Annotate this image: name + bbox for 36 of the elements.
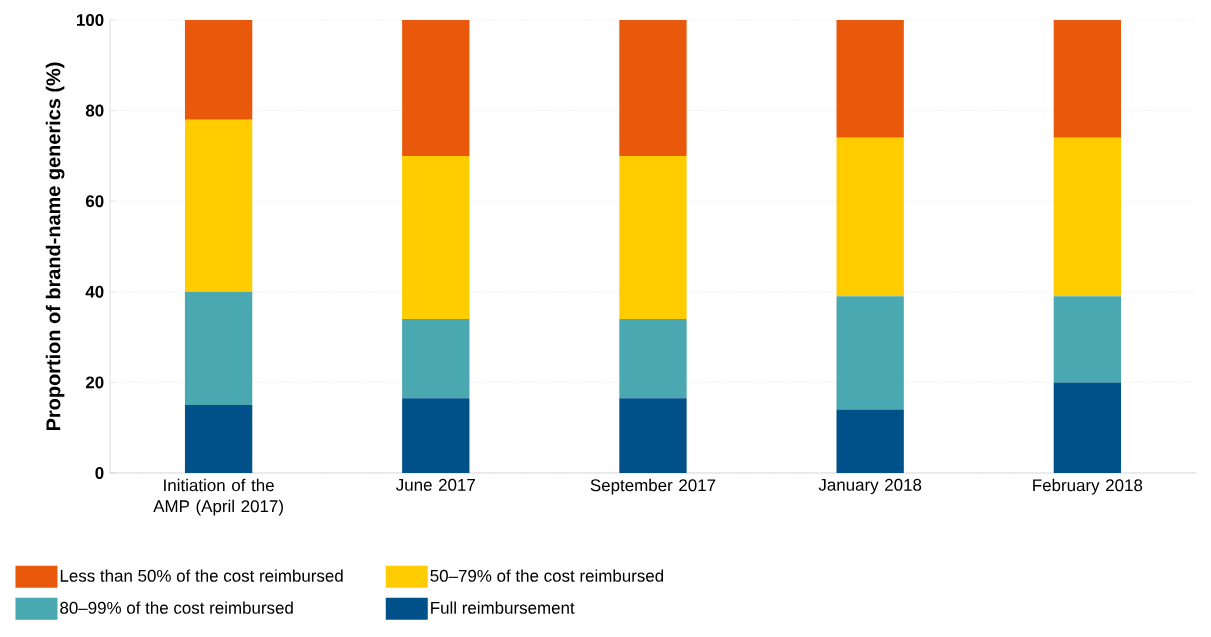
x-tick-label: January 2018 bbox=[818, 478, 922, 495]
x-tick-label: June 2017 bbox=[396, 478, 475, 491]
legend-label: Less than 50% of the cost reimbursed bbox=[60, 569, 343, 582]
bar bbox=[402, 318, 470, 399]
bar bbox=[402, 19, 470, 156]
bar bbox=[619, 318, 687, 399]
legend-label: 50–79% of the cost reimbursed bbox=[430, 569, 664, 582]
bar bbox=[836, 296, 904, 410]
x-tick-label: February 2018 bbox=[1033, 478, 1143, 495]
bar bbox=[184, 291, 253, 406]
y-tick-label: 20 bbox=[85, 376, 104, 389]
y-tick-label: 40 bbox=[85, 285, 104, 298]
y-tick-label: 60 bbox=[85, 195, 104, 208]
bar bbox=[184, 19, 253, 120]
bar bbox=[619, 155, 687, 319]
legend-label: 80–99% of the cost reimbursed bbox=[60, 601, 293, 614]
bar bbox=[184, 119, 253, 292]
x-tick-label: September 2017 bbox=[590, 478, 716, 495]
y-tick-label: 100 bbox=[76, 13, 104, 26]
y-tick-label: 0 bbox=[95, 466, 104, 479]
bar bbox=[402, 155, 470, 319]
bar bbox=[1053, 296, 1122, 383]
bar bbox=[1053, 382, 1122, 473]
bar bbox=[836, 137, 904, 297]
bar bbox=[619, 398, 687, 473]
bar bbox=[836, 19, 904, 138]
y-axis-title: Proportion of brand-name generics (%) bbox=[45, 62, 65, 431]
bar bbox=[184, 405, 253, 473]
y-tick-label: 80 bbox=[85, 104, 104, 117]
x-tick-label: Initiation of the AMP (April 2017) bbox=[153, 478, 283, 516]
legend-label: Full reimbursement bbox=[431, 601, 575, 614]
bar bbox=[619, 19, 687, 156]
bar bbox=[1053, 19, 1122, 138]
bar bbox=[836, 409, 904, 473]
bar bbox=[402, 398, 470, 473]
bar bbox=[1053, 137, 1122, 297]
